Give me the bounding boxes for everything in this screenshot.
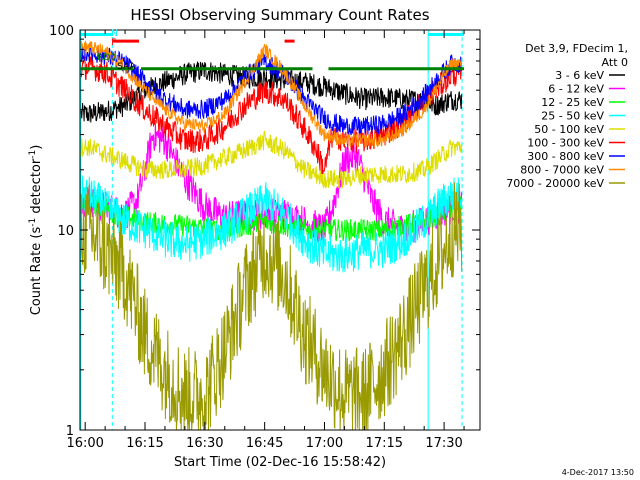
x-axis-label: Start Time (02-Dec-16 15:58:42): [174, 455, 386, 470]
series-line-800-7000-keV: [80, 40, 463, 148]
x-tick-label: 16:45: [246, 436, 283, 451]
legend-entry-label: 3 - 6 keV: [555, 69, 604, 82]
y-tick-label: 1: [66, 424, 74, 439]
y-axis-label: Count Rate (s-1 detector-1): [28, 145, 44, 316]
x-tick-label: 17:30: [425, 436, 462, 451]
series-line-25-50-keV: [80, 175, 463, 273]
series-line-7000-20000-keV: [80, 182, 463, 430]
legend-header-line-2: Att 0: [602, 56, 628, 69]
legend-entry-label: 50 - 100 keV: [534, 123, 604, 136]
x-tick-label: 17:00: [306, 436, 343, 451]
y-tick-label: 10: [57, 224, 74, 239]
legend-entry-label: 100 - 300 keV: [527, 137, 604, 150]
series-line-3-6-keV: [80, 61, 463, 123]
chart-title: HESSI Observing Summary Count Rates: [130, 6, 429, 24]
legend-entry-label: 300 - 800 keV: [527, 150, 604, 163]
y-tick-label: 100: [49, 24, 74, 39]
flag-label-n: N: [111, 29, 118, 39]
axes: 16:00 16:15 16:30 16:45 17:00 17:15 17:30 1 10 10…: [49, 24, 481, 451]
footer-date: 4-Dec-2017 13:50: [562, 468, 634, 477]
x-tick-label: 16:30: [186, 436, 223, 451]
flag-label-saa: SAA: [117, 62, 136, 72]
legend-entry-label: 12 - 25 keV: [541, 96, 604, 109]
legend-entry-label: 800 - 7000 keV: [520, 164, 604, 177]
legend-entry-label: 7000 - 20000 keV: [506, 177, 604, 190]
x-tick-label: 16:15: [126, 436, 163, 451]
series-line-300-800-keV: [80, 42, 463, 138]
flag-label-rd0: RD0: [97, 53, 116, 63]
legend-header-line-1: Det 3,9, FDecim 1,: [525, 42, 628, 55]
x-tick-label: 16:00: [66, 436, 103, 451]
legend-entry-label: 6 - 12 keV: [548, 83, 604, 96]
legend-entry-label: 25 - 50 keV: [541, 110, 604, 123]
series-line-50-100-keV: [80, 130, 463, 190]
x-tick-label: 17:15: [366, 436, 403, 451]
flag-label-f: F: [111, 38, 116, 48]
